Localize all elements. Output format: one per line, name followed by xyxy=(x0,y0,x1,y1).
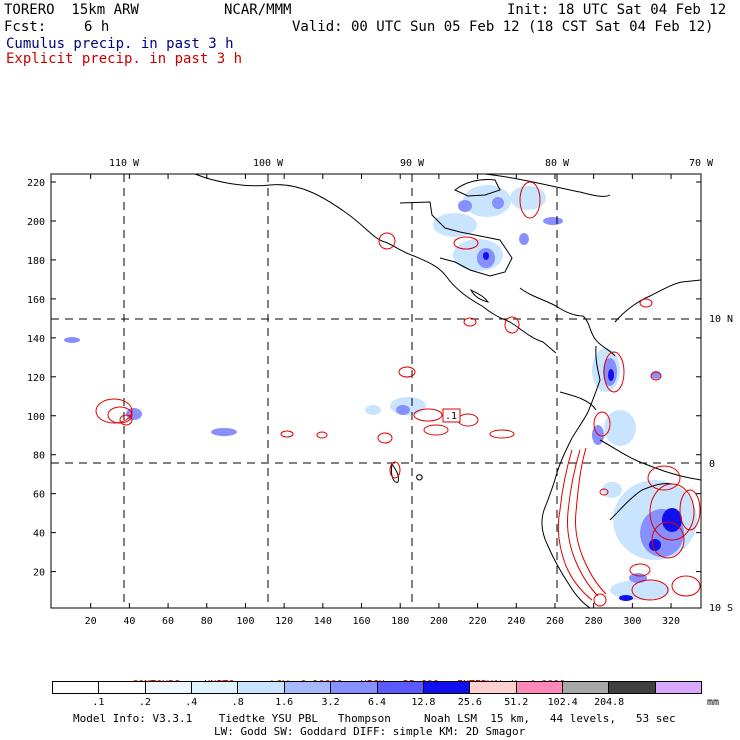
latitude-labels: 10 N 0 10 S xyxy=(709,314,733,614)
latitude-label: 0 xyxy=(709,459,715,470)
y-tick-label: 120 xyxy=(27,373,45,384)
colorbar-segment xyxy=(470,682,517,693)
y-tick-label: 60 xyxy=(33,490,45,501)
model-info-line-2: LW: Godd SW: Goddard DIFF: simple KM: 2D… xyxy=(214,725,526,738)
coastlines xyxy=(194,173,702,609)
x-tick-label: 220 xyxy=(469,616,487,627)
latitude-label: 10 N xyxy=(709,314,733,325)
longitude-label: 80 W xyxy=(545,158,570,169)
y-tick-label: 200 xyxy=(27,217,45,228)
cumulus-legend: Cumulus precip. in past 3 h xyxy=(6,36,234,52)
model-info-line-1: Model Info: V3.3.1 Tiedtke YSU PBL Thomp… xyxy=(73,712,676,725)
y-tick-label: 40 xyxy=(33,529,45,540)
colorbar-tick-label: 3.2 xyxy=(321,697,340,708)
colorbar-tick-label: .2 xyxy=(138,697,151,708)
colorbar-segment xyxy=(655,682,702,693)
longitude-label: 100 W xyxy=(253,158,284,169)
x-tick-label: 300 xyxy=(623,616,641,627)
colorbar-segment xyxy=(99,682,146,693)
x-tick-label: 120 xyxy=(275,616,293,627)
colorbar-tick-label: 204.8 xyxy=(594,697,625,708)
y-tick-label: 220 xyxy=(27,178,45,189)
y-tick-label: 20 xyxy=(33,568,45,579)
y-tick-label: 100 xyxy=(27,412,45,423)
colorbar-unit: mm xyxy=(707,697,720,708)
colorbar-segment xyxy=(377,682,424,693)
x-tick-label: 180 xyxy=(391,616,409,627)
x-tick-label: 20 xyxy=(85,616,97,627)
colorbar-segment xyxy=(238,682,285,693)
colorbar-segment xyxy=(562,682,610,693)
colorbar-segment xyxy=(192,682,239,693)
x-tick-label: 60 xyxy=(162,616,174,627)
x-tick-label: 240 xyxy=(507,616,525,627)
model-name: TORERO 15km ARW xyxy=(4,2,139,18)
colorbar-tick-label: .8 xyxy=(231,697,244,708)
colorbar xyxy=(52,681,702,694)
valid-time: Valid: 00 UTC Sun 05 Feb 12 (18 CST Sat … xyxy=(292,19,714,35)
init-time: Init: 18 UTC Sat 04 Feb 12 xyxy=(507,2,727,18)
y-tick-label: 80 xyxy=(33,451,45,462)
y-axis-ticks: 220 200 180 160 140 120 100 80 60 40 20 xyxy=(27,178,701,579)
colorbar-tick-label: 6.4 xyxy=(367,697,387,708)
x-tick-label: 280 xyxy=(585,616,603,627)
colorbar-segment xyxy=(284,682,332,693)
colorbar-tick-label: 51.2 xyxy=(504,697,529,708)
contour-value-label: .1 xyxy=(445,411,457,422)
colorbar-tick-label: .4 xyxy=(185,697,198,708)
x-tick-label: 320 xyxy=(662,616,680,627)
x-tick-label: 160 xyxy=(352,616,370,627)
colorbar-segment xyxy=(331,682,378,693)
forecast-label: Fcst: xyxy=(4,19,47,35)
latitude-label: 10 S xyxy=(709,603,733,614)
colorbar-tick-label: 102.4 xyxy=(547,697,578,708)
longitude-label: 90 W xyxy=(400,158,425,169)
x-tick-label: 200 xyxy=(430,616,448,627)
map-frame xyxy=(51,174,701,608)
grid-lines xyxy=(51,174,701,608)
longitude-labels: 110 W 100 W 90 W 80 W 70 W xyxy=(109,158,714,169)
y-tick-label: 140 xyxy=(27,334,45,345)
y-tick-label: 180 xyxy=(27,256,45,267)
map-border: .1 xyxy=(50,173,702,609)
y-tick-label: 160 xyxy=(27,295,45,306)
x-tick-label: 40 xyxy=(123,616,135,627)
colorbar-tick-label: .1 xyxy=(92,697,105,708)
x-axis-ticks: 20 40 60 80 100 120 140 160 180 200 220 240 260 280 30… xyxy=(85,174,680,627)
contour-label-box xyxy=(442,408,461,423)
longitude-label: 110 W xyxy=(109,158,140,169)
organization: NCAR/MMM xyxy=(224,2,292,18)
colorbar-tick-label: 1.6 xyxy=(275,697,294,708)
colorbar-tick-label: 25.6 xyxy=(457,697,482,708)
longitude-label: 70 W xyxy=(689,158,714,169)
explicit-legend: Explicit precip. in past 3 h xyxy=(6,51,243,67)
colorbar-segment xyxy=(145,682,193,693)
colorbar-segment xyxy=(516,682,563,693)
x-tick-label: 260 xyxy=(546,616,564,627)
x-tick-label: 100 xyxy=(236,616,254,627)
colorbar-segment xyxy=(609,682,656,693)
x-tick-label: 80 xyxy=(201,616,213,627)
colorbar-ticks: .1 .2 .4 .8 1.6 3.2 6.4 12.8 25.6 51.2 102.4 204.8 xyxy=(52,697,702,709)
colorbar-tick-label: 12.8 xyxy=(411,697,436,708)
forecast-hour: 6 h xyxy=(84,19,110,35)
colorbar-segment xyxy=(53,682,100,693)
x-tick-label: 140 xyxy=(314,616,332,627)
colorbar-segment xyxy=(423,682,471,693)
